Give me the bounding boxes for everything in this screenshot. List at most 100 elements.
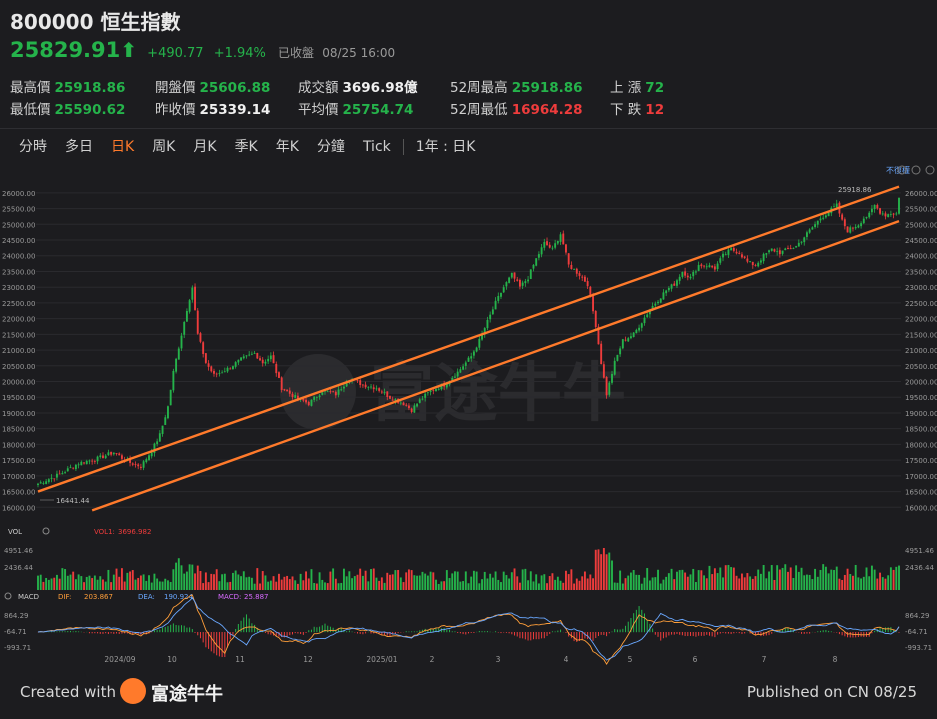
candle-body — [600, 343, 603, 365]
macd-hist-bar — [359, 632, 361, 634]
stat-item: 下 跌 12 — [610, 98, 664, 118]
macd-hist-bar — [560, 629, 562, 633]
vol-bar — [318, 572, 321, 590]
vol-bar — [361, 575, 364, 590]
candle-body — [483, 328, 486, 335]
vol-bar — [651, 577, 654, 590]
candle-body — [835, 203, 838, 208]
y-tick-label-right: 25500.00 — [905, 206, 937, 214]
macd-settings-icon[interactable] — [4, 592, 12, 600]
channel-lower-line[interactable] — [91, 220, 900, 512]
tab-period[interactable]: 季K — [234, 139, 258, 155]
channel-upper-line[interactable] — [37, 185, 900, 493]
candle-body — [879, 208, 881, 214]
candle-body — [873, 204, 876, 210]
zoom-in-icon[interactable] — [925, 165, 935, 175]
tab-period[interactable]: 分時 — [19, 139, 47, 155]
candle-body — [259, 358, 261, 361]
macd-hist-bar — [213, 632, 215, 654]
tab-period[interactable]: Tick — [362, 139, 391, 155]
macd-hist-bar — [500, 632, 502, 634]
stat-value: 25918.86 — [54, 80, 126, 96]
vol-bar — [621, 583, 624, 590]
candle-body — [250, 353, 253, 355]
tab-period[interactable]: 日K — [111, 139, 135, 155]
candle-body — [743, 256, 746, 258]
vol-bar — [605, 554, 608, 590]
futu-logo-icon — [120, 678, 146, 704]
vol-bar — [337, 583, 340, 590]
vol-bar — [229, 581, 232, 590]
tab-period[interactable]: 多日 — [65, 139, 93, 155]
tab-period[interactable]: 年K — [275, 139, 299, 155]
macd-tick-right: -993.71 — [905, 644, 932, 652]
macd-hist-bar — [113, 632, 115, 634]
range-selector[interactable]: 1年 : 日K — [415, 139, 476, 155]
y-tick-label-right: 21500.00 — [905, 331, 937, 339]
macd-hist-bar — [451, 631, 453, 633]
candle-body — [770, 248, 773, 251]
candle-body — [805, 232, 808, 237]
vol-bar — [608, 552, 611, 590]
candle-body — [42, 483, 45, 484]
vol-bar — [416, 575, 419, 590]
tab-period[interactable]: 分鐘 — [316, 139, 345, 155]
candle-body — [486, 319, 489, 329]
vol-bar — [849, 574, 852, 590]
stat-item: 52周最低 16964.28 — [450, 98, 583, 118]
vol-bar — [505, 575, 508, 590]
stat-item: 昨收價 25339.14 — [155, 98, 270, 118]
macd-hist-bar — [898, 632, 900, 633]
macd-hist-bar — [719, 632, 721, 634]
vol-bar — [537, 583, 540, 590]
macd-hist-bar — [294, 632, 296, 634]
candle-body — [402, 402, 405, 406]
vol-bar — [202, 583, 205, 590]
vol-bar — [494, 571, 497, 590]
macd-hist-bar — [205, 632, 207, 648]
vol-bar — [887, 575, 890, 590]
vol-bar — [640, 583, 643, 590]
candle-body — [741, 254, 743, 258]
candle-body — [516, 279, 519, 281]
candle-body — [746, 258, 749, 262]
vol-bar — [819, 569, 822, 590]
vol-bar — [307, 578, 310, 590]
vol-bar — [548, 576, 551, 590]
macd-hist-bar — [847, 632, 849, 638]
vol-bar — [456, 571, 459, 590]
vol-bar — [562, 582, 565, 590]
candle-body — [632, 332, 635, 338]
macd-hist-bar — [191, 629, 193, 633]
candle-body — [573, 269, 576, 270]
candle-body — [665, 290, 668, 294]
macd-hist-bar — [532, 632, 534, 640]
candle-body — [426, 392, 429, 394]
vol-bar — [50, 578, 53, 590]
candle-body — [326, 391, 329, 393]
candle-body — [267, 358, 270, 362]
candle-body — [83, 462, 85, 464]
tab-period[interactable]: 月K — [193, 139, 217, 155]
vol-bar — [462, 581, 465, 590]
vol-bar — [624, 578, 627, 590]
settings-icon[interactable] — [897, 165, 907, 175]
candle-body — [337, 389, 340, 395]
vol-settings-icon[interactable] — [42, 527, 50, 535]
tab-period[interactable]: 周K — [152, 139, 176, 155]
candle-body — [153, 443, 156, 454]
zoom-out-icon[interactable] — [911, 165, 921, 175]
vol-bar — [816, 576, 819, 590]
vol-bar — [207, 582, 210, 590]
vol-bar — [470, 576, 473, 590]
candle-body — [129, 458, 132, 463]
macd-hist-bar — [738, 632, 740, 634]
vol-bar — [873, 569, 876, 590]
stat-item: 上 漲 72 — [610, 76, 664, 96]
vol-bar — [167, 580, 169, 590]
vol-bar — [567, 574, 570, 590]
candle-body — [562, 233, 565, 245]
vol-bar — [275, 581, 278, 590]
macd-hist-bar — [687, 632, 689, 637]
